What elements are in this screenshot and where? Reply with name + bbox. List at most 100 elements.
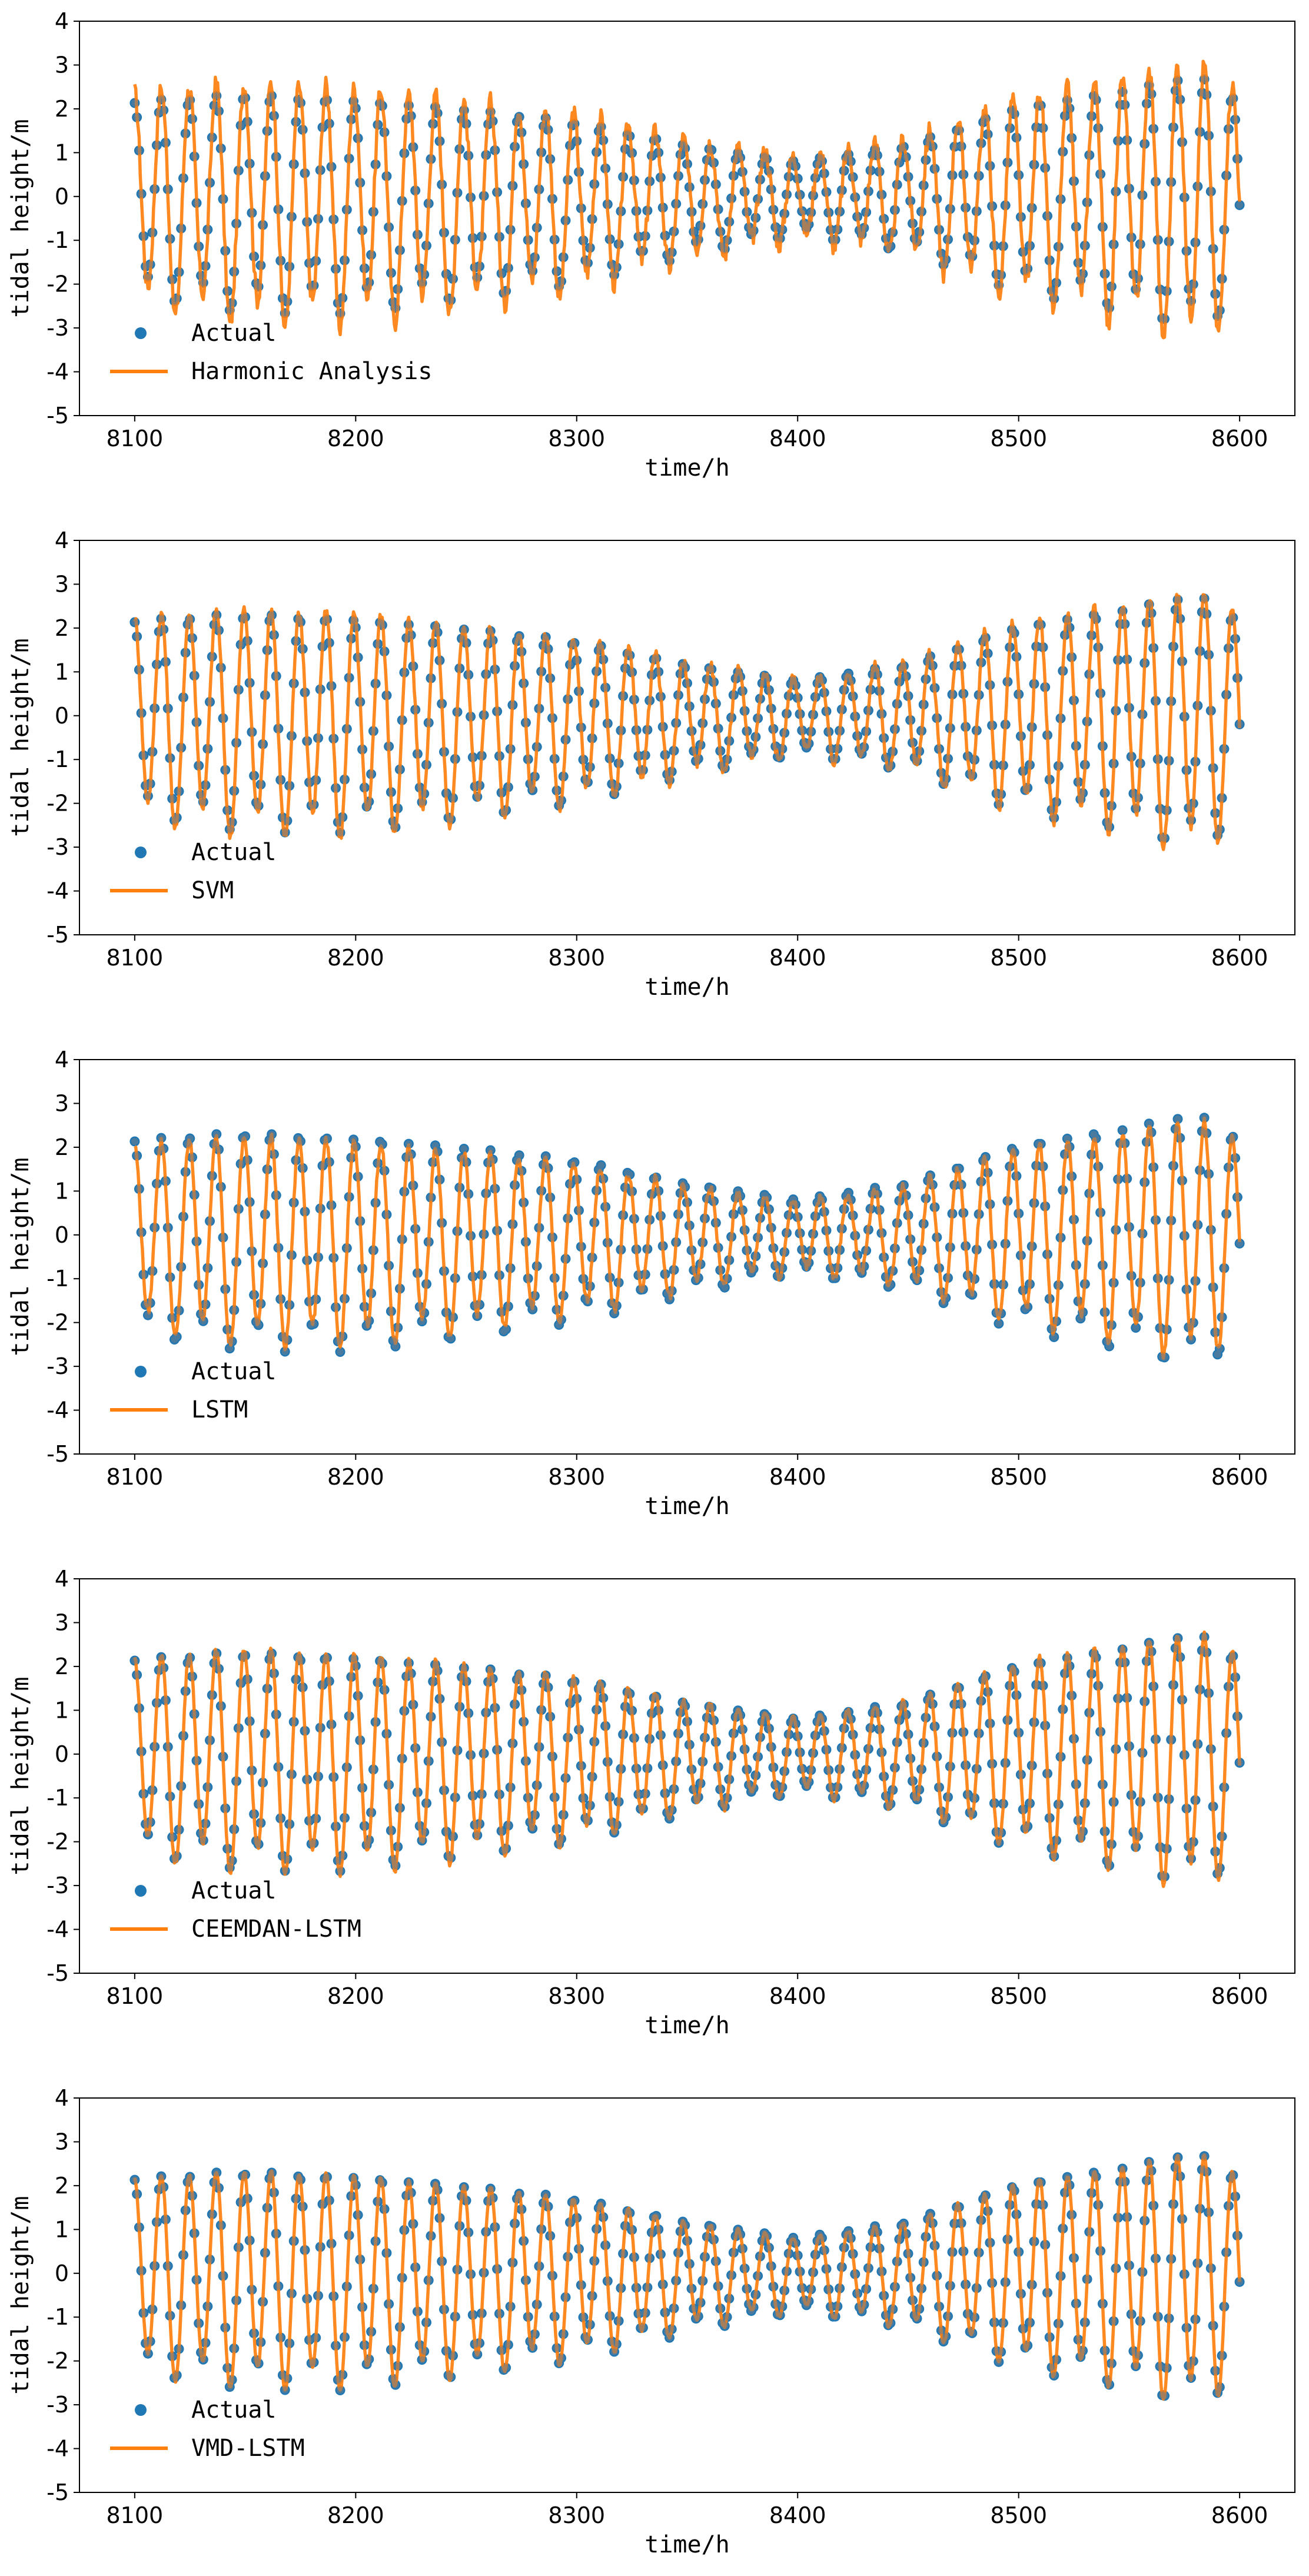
actual-overlay-point [460, 2183, 468, 2191]
actual-overlay-point [727, 714, 735, 721]
x-tick-label: 8200 [327, 1464, 384, 1490]
actual-overlay-point [467, 1751, 474, 1759]
actual-overlay-point [478, 1271, 486, 1279]
prediction-line [133, 593, 1241, 851]
actual-overlay-point [809, 192, 817, 200]
actual-overlay-point [354, 134, 362, 142]
actual-overlay-point [723, 237, 731, 244]
actual-overlay-point [387, 269, 395, 277]
actual-overlay-point [577, 204, 585, 212]
actual-overlay-point [942, 1294, 949, 1302]
actual-overlay-point [1216, 1345, 1224, 1353]
actual-overlay-point [1097, 1209, 1104, 1216]
actual-overlay-point [299, 645, 307, 653]
actual-overlay-point [1085, 1709, 1093, 1717]
actual-overlay-point [1088, 1151, 1095, 1158]
actual-overlay-point [177, 225, 185, 233]
actual-overlay-point [334, 1337, 342, 1345]
actual-overlay-point [162, 2216, 170, 2223]
actual-overlay-point [482, 1709, 490, 1717]
actual-overlay-point [491, 147, 499, 154]
actual-overlay-point [1059, 1186, 1067, 1194]
actual-overlay-point [628, 1707, 636, 1714]
actual-overlay-point [361, 264, 368, 272]
actual-overlay-point [560, 2331, 567, 2338]
actual-overlay-point [622, 2222, 629, 2230]
actual-overlay-point [759, 1199, 766, 1206]
actual-overlay-point [246, 679, 254, 686]
actual-overlay-point [712, 700, 720, 708]
actual-overlay [131, 1633, 1244, 1880]
actual-overlay-point [491, 666, 499, 673]
y-tick-label: 3 [55, 1090, 69, 1116]
actual-overlay-point [571, 1678, 578, 1685]
actual-overlay-point [920, 1739, 928, 1747]
actual-overlay-point [370, 2285, 377, 2292]
actual-overlay-point [1137, 1279, 1144, 1286]
actual-overlay-point [418, 798, 426, 806]
actual-overlay-point [1048, 287, 1055, 294]
actual-overlay-point [529, 267, 536, 275]
actual-overlay-point [1110, 1798, 1118, 1806]
actual-overlay-point [630, 1215, 638, 1223]
actual-overlay-point [434, 1148, 441, 1156]
actual-overlay-point [823, 188, 830, 196]
actual-overlay-point [675, 1729, 682, 1737]
actual-overlay-point [1004, 1197, 1011, 1205]
actual-overlay-point [909, 1258, 916, 1266]
actual-overlay-point [853, 213, 861, 221]
actual-overlay-point [1006, 1163, 1014, 1170]
y-tick-label: 1 [55, 140, 69, 165]
actual-overlay-point [1165, 1795, 1172, 1803]
actual-overlay-point [144, 1312, 152, 1319]
actual-overlay-point [933, 195, 941, 203]
actual-overlay-point [768, 705, 775, 712]
actual-overlay-point [1236, 201, 1244, 209]
actual-overlay-point [710, 678, 717, 686]
actual-overlay-point [173, 1853, 181, 1860]
actual-overlay-point [727, 2272, 735, 2279]
legend-actual-marker [135, 1885, 147, 1897]
actual-overlay-point [361, 784, 368, 791]
actual-overlay-point [434, 629, 441, 636]
actual-overlay-point [191, 2229, 198, 2237]
actual-overlay-point [502, 1845, 510, 1853]
actual-overlay-point [652, 2212, 660, 2220]
y-tick-label: -5 [46, 2479, 69, 2505]
actual-overlay-point [529, 2344, 536, 2352]
x-tick-label: 8400 [769, 2502, 826, 2528]
actual-overlay-point [405, 1659, 413, 1667]
actual-overlay-point [1225, 1164, 1232, 1171]
actual-overlay-point [467, 713, 474, 721]
actual-overlay-point [516, 113, 523, 121]
actual-overlay-point [338, 1852, 346, 1860]
actual-overlay-point [463, 1678, 470, 1685]
actual-overlay-point [215, 2184, 222, 2192]
actual-overlay-point [352, 2182, 360, 2189]
actual-overlay-point [217, 1183, 225, 1191]
actual-overlay-point [1128, 234, 1135, 241]
actual-overlay-point [235, 686, 242, 693]
actual-overlay-point [367, 2328, 375, 2335]
actual-overlay-point [387, 1307, 395, 1315]
actual-overlay-point [553, 1306, 560, 1313]
actual-overlay-point [610, 271, 618, 278]
actual-overlay-point [754, 715, 762, 722]
actual-overlay-point [319, 124, 326, 131]
actual-overlay-point [1157, 1844, 1164, 1851]
x-tick-label: 8100 [107, 1464, 164, 1490]
actual-overlay-point [365, 278, 373, 286]
y-tick-label: 2 [55, 1654, 69, 1679]
actual-overlay-point [975, 691, 983, 699]
actual-overlay-point [283, 298, 291, 306]
actual-overlay-point [778, 745, 786, 753]
actual-overlay-point [458, 2192, 466, 2200]
actual-overlay-point [1205, 1689, 1212, 1697]
actual-overlay-point [1161, 1353, 1168, 1361]
actual-overlay-point [891, 1764, 899, 1771]
actual-overlay-point [756, 695, 764, 702]
actual-overlay-point [464, 1709, 472, 1717]
legend-actual-label: Actual [191, 839, 277, 866]
x-tick-label: 8600 [1211, 2502, 1268, 2528]
